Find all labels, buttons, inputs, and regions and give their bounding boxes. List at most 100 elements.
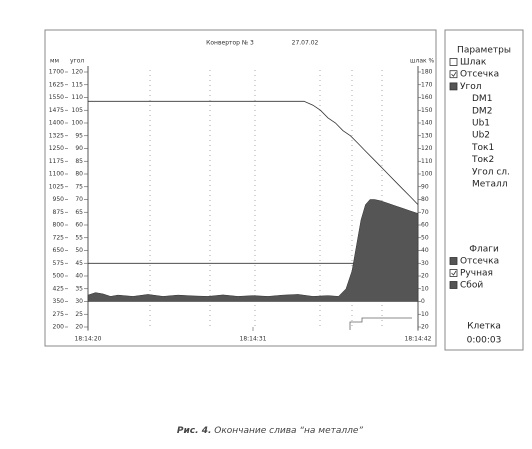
panel-item: Шлак: [460, 58, 487, 68]
tick-label: 115: [72, 81, 84, 88]
tick-label: 170: [421, 81, 433, 88]
flag-item: Отсечка: [460, 257, 499, 267]
header-title: Конвертор № 3: [206, 40, 254, 47]
tick-label: 70: [75, 196, 83, 203]
cell-title: Клетка: [467, 322, 501, 332]
tick-label: 1550: [49, 94, 64, 101]
tick-label: 110: [421, 158, 433, 165]
panel-item: Угол: [460, 82, 481, 92]
tick-label: 1400: [49, 120, 64, 127]
tick-label: 140: [421, 120, 433, 127]
tick-label: 40: [421, 247, 429, 254]
x-tick-label: 18:14:31: [240, 336, 267, 343]
tick-label: 35: [75, 285, 83, 292]
axis-label: мм: [50, 58, 59, 65]
tick-label: 30: [421, 260, 429, 267]
panel-title: Параметры: [457, 46, 511, 56]
tick-label: 500: [53, 273, 65, 280]
icon-check: [451, 71, 457, 77]
tick-label: 120: [421, 145, 433, 152]
flags-title: Флаги: [469, 245, 499, 255]
panel-item: DM2: [472, 106, 492, 116]
tick-label: 200: [53, 324, 65, 331]
tick-label: 20: [421, 324, 429, 331]
tick-label: 60: [421, 222, 429, 229]
v-grid: [149, 70, 383, 330]
x-tick-label: 18:14:20: [75, 336, 102, 343]
tick-label: 40: [75, 273, 83, 280]
flag-item: Сбой: [460, 281, 483, 291]
tick-label: 1175: [49, 158, 64, 165]
icon: [449, 269, 458, 277]
tick-label: 575: [53, 260, 65, 267]
tick-label: 425: [53, 285, 65, 292]
tick-label: 95: [75, 132, 83, 139]
tick-label: 875: [53, 209, 65, 216]
tick-label: 10: [421, 311, 429, 318]
line: [88, 100, 419, 205]
tick-label: 1250: [49, 145, 64, 152]
caption-label: Рис. 4.: [177, 426, 211, 436]
axis-label: угол: [70, 58, 84, 65]
tick-label: 20: [75, 324, 83, 331]
caption-text: Окончание слива “на металле”: [214, 426, 363, 436]
panel-item: Ub1: [472, 119, 490, 129]
panel-item: Металл: [472, 180, 508, 190]
icon-check: [451, 270, 457, 276]
tick-label: 30: [75, 298, 83, 305]
tick-label: 50: [421, 234, 429, 241]
tick-label: 160: [421, 94, 433, 101]
tick-label: 90: [75, 145, 83, 152]
tick-label: 100: [72, 120, 84, 127]
tick-label: 950: [53, 196, 65, 203]
tick-label: 1325: [49, 132, 64, 139]
tick-label: 25: [75, 311, 83, 318]
tick-label: 60: [75, 222, 83, 229]
panel-item: Ub2: [472, 131, 490, 141]
x-tick-label: 18:14:42: [405, 336, 432, 343]
panel: Параметры Шлак Отсечка Угол DM1 DM2 Ub1 Ub2 Ток1…: [449, 46, 511, 346]
tick-label: 1625: [49, 81, 64, 88]
tick-label: 800: [53, 222, 65, 229]
tick-label: 80: [75, 171, 83, 178]
area: [87, 199, 419, 302]
tick-label: 725: [53, 234, 65, 241]
tick-label: 1100: [49, 171, 64, 178]
tick-label: 350: [53, 298, 65, 305]
tick-label: 100: [421, 171, 433, 178]
tick-label: 1025: [49, 183, 64, 190]
tick-label: 1700: [49, 69, 64, 76]
tick-label: 20: [421, 273, 429, 280]
tick-label: 45: [75, 260, 83, 267]
tick-label: 275: [53, 311, 65, 318]
icon: [449, 58, 458, 66]
tick-label: 105: [72, 107, 84, 114]
tick-label: 1475: [49, 107, 64, 114]
tick-label: 70: [421, 209, 429, 216]
panel-item: Ток1: [471, 143, 494, 153]
panel-item: Угол сл.: [472, 167, 510, 177]
tick-label: 150: [421, 107, 433, 114]
tick-label: 10: [421, 285, 429, 292]
axis-label: шлак %: [410, 58, 435, 65]
tick-label: 650: [53, 247, 65, 254]
flag-item: Ручная: [460, 269, 493, 279]
tick-label: 75: [75, 183, 83, 190]
cell-value: 0:00:03: [467, 336, 502, 346]
tick-label: 120: [72, 69, 84, 76]
tick-label: 65: [75, 209, 83, 216]
panel-item: Ток2: [471, 155, 494, 165]
tick-label: 85: [75, 158, 83, 165]
tick-label: 0: [421, 298, 425, 305]
tick-label: 55: [75, 234, 83, 241]
tick-label: 90: [421, 183, 429, 190]
icon: [449, 70, 458, 79]
panel-item: DM1: [472, 94, 492, 104]
tick-label: 180: [421, 69, 433, 76]
icon: [449, 281, 458, 289]
marker-bracket: [349, 317, 412, 330]
header-date: 27.07.02: [292, 40, 319, 47]
panel-frame: [444, 29, 524, 351]
